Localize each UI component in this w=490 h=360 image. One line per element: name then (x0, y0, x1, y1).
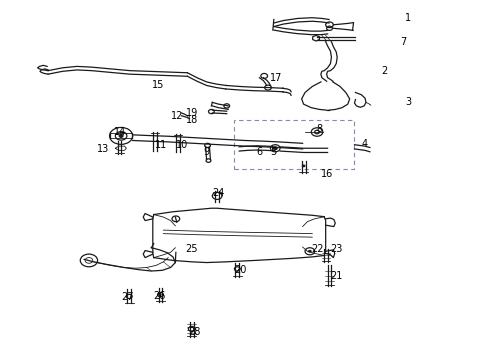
Text: 25: 25 (185, 244, 197, 254)
Text: 2: 2 (381, 66, 388, 76)
Text: 24: 24 (212, 188, 225, 198)
Text: 7: 7 (400, 37, 407, 48)
Text: 26: 26 (153, 291, 166, 301)
Text: 23: 23 (330, 244, 343, 254)
Text: 5: 5 (270, 148, 276, 157)
Text: 4: 4 (362, 139, 368, 149)
Circle shape (273, 147, 277, 150)
Text: 21: 21 (330, 271, 343, 281)
Text: 20: 20 (234, 265, 246, 275)
Text: 13: 13 (97, 144, 109, 154)
Circle shape (308, 250, 312, 253)
Text: 22: 22 (311, 244, 323, 254)
Text: 11: 11 (155, 140, 167, 150)
Text: 16: 16 (320, 168, 333, 179)
Circle shape (119, 135, 123, 137)
Text: 9: 9 (203, 148, 210, 157)
Text: 14: 14 (114, 127, 126, 138)
Text: 6: 6 (256, 148, 263, 157)
Bar (234, 120, 354, 170)
Circle shape (302, 165, 305, 167)
Text: 3: 3 (405, 98, 411, 107)
Text: 12: 12 (171, 112, 183, 121)
Text: 8: 8 (317, 124, 322, 134)
Text: 28: 28 (188, 327, 201, 337)
Text: 19: 19 (186, 108, 198, 118)
Text: 15: 15 (152, 80, 165, 90)
Text: 17: 17 (270, 73, 282, 83)
Text: 18: 18 (186, 115, 198, 125)
Text: 1: 1 (405, 13, 411, 23)
Text: 27: 27 (121, 292, 134, 302)
Text: 10: 10 (176, 140, 189, 150)
